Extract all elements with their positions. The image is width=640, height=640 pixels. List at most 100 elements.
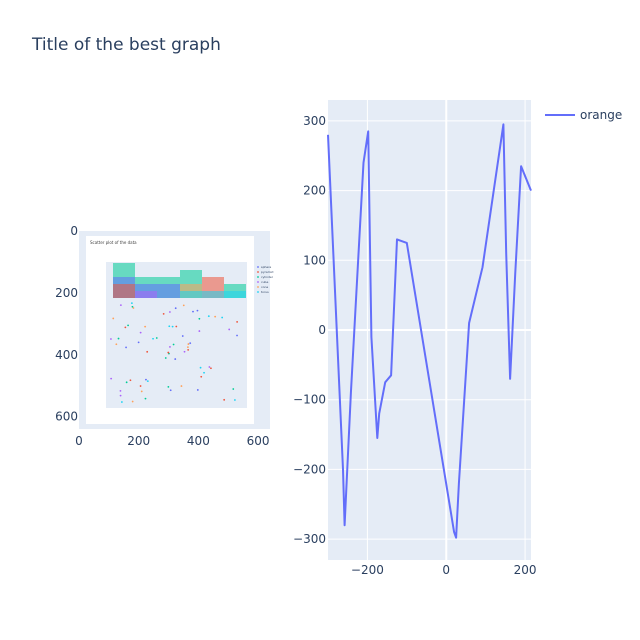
embedded-scatter-point — [198, 330, 201, 332]
embedded-scatter-point — [169, 389, 172, 392]
embedded-scatter-point — [182, 304, 185, 307]
embedded-legend-label: cone — [261, 285, 268, 289]
embedded-scatter-point — [120, 401, 123, 403]
embedded-scatter-point — [187, 346, 189, 349]
line-x-tick-label: −200 — [351, 563, 384, 577]
legend-item-orange[interactable]: orange — [580, 108, 622, 122]
embedded-scatter-point — [174, 358, 177, 360]
embedded-scatter-point — [117, 337, 120, 340]
embedded-hist-bar — [113, 284, 135, 298]
embedded-scatter-point — [181, 335, 184, 337]
embedded-scatter-point — [139, 385, 142, 387]
embedded-scatter-point — [223, 398, 226, 401]
line-x-tick-label: 200 — [514, 563, 537, 577]
figure-title: Title of the best graph — [31, 35, 221, 55]
embedded-scatter-point — [169, 346, 171, 348]
embedded-legend-marker — [257, 266, 259, 268]
embedded-scatter-point — [168, 311, 171, 313]
line-y-tick-label: −200 — [293, 462, 326, 476]
embedded-scatter-point — [228, 328, 231, 331]
line-y-tick-label: 300 — [303, 114, 326, 128]
embedded-scatter-point — [183, 350, 186, 353]
embedded-scatter-point — [198, 317, 201, 320]
embedded-legend-label: torus — [261, 290, 269, 294]
embedded-scatter-point — [167, 385, 170, 388]
embedded-legend-label: cylinder — [261, 275, 274, 279]
embedded-legend-label: sphere — [261, 265, 271, 269]
embedded-legend-label: cube — [261, 280, 268, 284]
embedded-scatter-point — [172, 343, 175, 346]
image-x-tick-label: 600 — [247, 434, 270, 448]
line-y-tick-label: 0 — [318, 323, 326, 337]
embedded-scatter-image: Scatter plot of the data spherepyramidcy… — [86, 236, 274, 424]
embedded-scatter-point — [130, 302, 133, 304]
line-x-tick-label: 0 — [442, 563, 450, 577]
embedded-scatter-point — [189, 342, 192, 345]
embedded-hist-bar — [135, 291, 157, 298]
embedded-legend-marker — [257, 276, 259, 278]
embedded-scatter-point — [129, 379, 132, 382]
image-y-tick-label: 200 — [55, 286, 78, 300]
embedded-scatter-point — [125, 346, 127, 349]
embedded-scatter-point — [199, 366, 202, 369]
embedded-scatter-point — [146, 350, 149, 353]
embedded-scatter-point — [145, 378, 147, 381]
embedded-scatter-point — [200, 375, 203, 378]
embedded-scatter-point — [139, 331, 142, 334]
embedded-scatter-point — [180, 385, 183, 387]
embedded-scatter-point — [152, 337, 154, 340]
embedded-scatter-point — [155, 337, 158, 339]
line-y-tick-label: −300 — [293, 532, 326, 546]
embedded-scatter-point — [187, 343, 190, 345]
embedded-scatter-point — [140, 390, 143, 393]
embedded-scatter-point — [236, 334, 238, 337]
embedded-scatter-point — [131, 400, 134, 403]
embedded-scatter-point — [131, 305, 134, 308]
embedded-scatter-point — [125, 381, 128, 384]
embedded-scatter-point — [232, 388, 235, 390]
embedded-scatter-point — [234, 399, 236, 401]
embedded-scatter-point — [146, 380, 149, 383]
embedded-scatter-point — [144, 325, 147, 328]
embedded-scatter-point — [175, 325, 178, 328]
embedded-scatter-point — [196, 389, 199, 391]
embedded-legend-marker — [257, 281, 259, 283]
embedded-scatter-point — [119, 394, 122, 397]
image-x-tick-label: 0 — [75, 434, 83, 448]
embedded-scatter-point — [119, 389, 122, 392]
embedded-scatter-point — [137, 341, 140, 344]
line-subplot: −200 0 200 −300 −200 −100 0 100 200 300 — [293, 100, 537, 577]
embedded-scatter-point — [162, 313, 165, 315]
embedded-scatter-point — [236, 321, 239, 323]
image-x-tick-label: 200 — [127, 434, 150, 448]
embedded-scatter-point — [207, 315, 210, 318]
embedded-scatter-point — [167, 351, 170, 354]
embedded-scatter-point — [210, 367, 212, 370]
embedded-scatter-point — [127, 324, 129, 327]
image-y-tick-label: 600 — [55, 410, 78, 424]
embedded-scatter-point — [124, 326, 127, 329]
embedded-legend-label: pyramid — [261, 270, 274, 274]
embedded-legend-marker — [257, 286, 259, 288]
embedded-scatter-point — [174, 307, 177, 310]
embedded-hist-bar — [180, 291, 246, 298]
embedded-scatter-point — [110, 338, 112, 340]
embedded-scatter-point — [115, 343, 118, 346]
embedded-title: Scatter plot of the data — [90, 240, 137, 245]
series-line-orange[interactable] — [327, 123, 532, 539]
embedded-scatter-point — [208, 366, 211, 368]
embedded-scatter-point — [132, 307, 135, 309]
image-y-tick-label: 0 — [70, 224, 78, 238]
image-y-tick-label: 400 — [55, 348, 78, 362]
image-subplot: Scatter plot of the data spherepyramidcy… — [55, 224, 274, 448]
embedded-scatter-point — [119, 304, 122, 307]
legend[interactable]: orange — [545, 108, 622, 122]
embedded-scatter-point — [192, 310, 194, 313]
embedded-scatter-point — [171, 325, 174, 328]
embedded-legend-marker — [257, 291, 259, 293]
embedded-scatter-point — [187, 349, 190, 351]
embedded-scatter-point — [164, 357, 167, 359]
embedded-scatter-point — [203, 371, 205, 374]
embedded-scatter-point — [196, 309, 199, 312]
